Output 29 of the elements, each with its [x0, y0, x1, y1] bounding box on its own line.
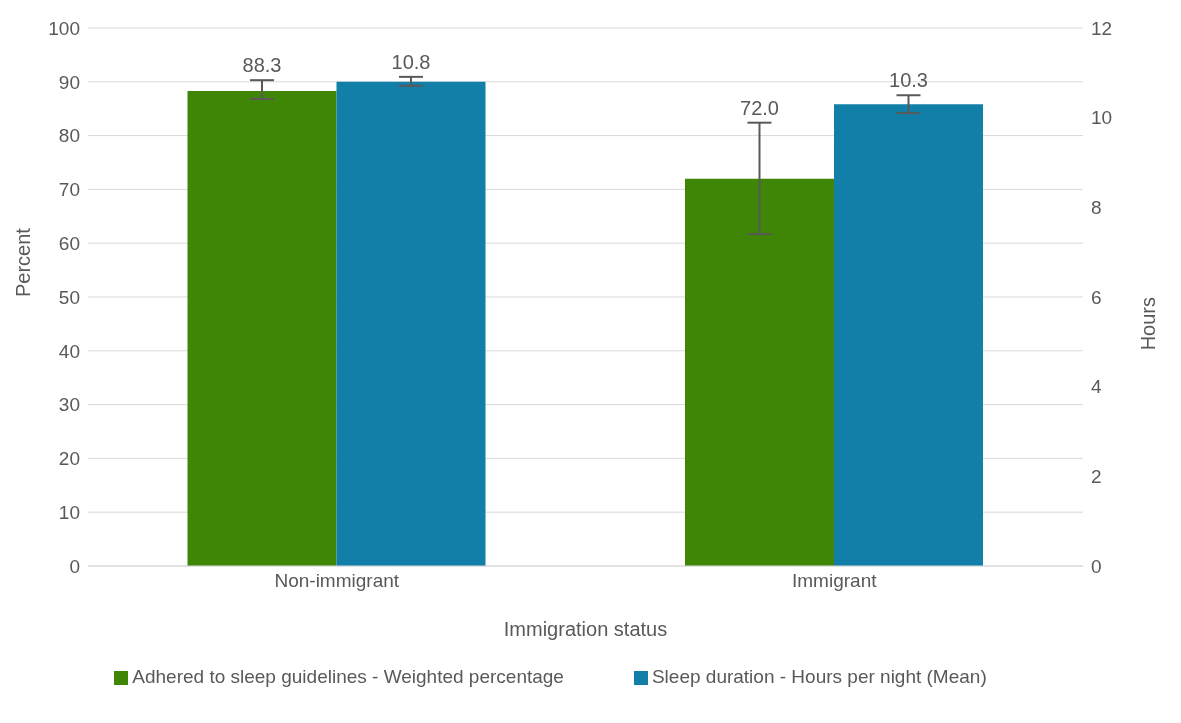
y-tick-label: 40	[58, 340, 80, 362]
y2-tick-label: 4	[1091, 376, 1102, 398]
y-axis-title: Percent	[12, 227, 35, 297]
y-tick-label: 70	[58, 179, 80, 201]
legend-label: Adhered to sleep guidelines - Weighted percentage	[132, 666, 564, 687]
x-axis-title: Immigration status	[503, 618, 668, 640]
data-label: 10.3	[889, 69, 928, 92]
y-tick-label: 20	[58, 448, 80, 470]
x-tick-label: Immigrant	[792, 570, 878, 592]
legend-label: Sleep duration - Hours per night (Mean)	[651, 666, 987, 687]
y2-tick-label: 8	[1091, 197, 1102, 219]
y2-tick-label: 10	[1091, 107, 1113, 129]
y2-tick-label: 2	[1091, 466, 1102, 488]
y2-tick-label: 0	[1091, 555, 1102, 577]
y2-tick-label: 6	[1091, 286, 1102, 308]
data-label: 10.8	[391, 50, 431, 73]
y-tick-label: 0	[69, 555, 80, 577]
y2-axis-title: Hours	[1137, 297, 1160, 351]
y-tick-label: 10	[58, 501, 80, 523]
y-tick-label: 90	[58, 71, 80, 93]
data-label: 88.3	[242, 54, 282, 77]
y-tick-label: 30	[58, 394, 80, 416]
y2-tick-label: 12	[1091, 17, 1113, 39]
y-tick-label: 100	[48, 17, 80, 39]
y-tick-label: 80	[58, 125, 80, 147]
y-tick-label: 50	[58, 286, 80, 308]
x-tick-label: Non-immigrant	[274, 570, 400, 592]
y-tick-label: 60	[58, 232, 80, 254]
data-label: 72.0	[740, 96, 779, 119]
